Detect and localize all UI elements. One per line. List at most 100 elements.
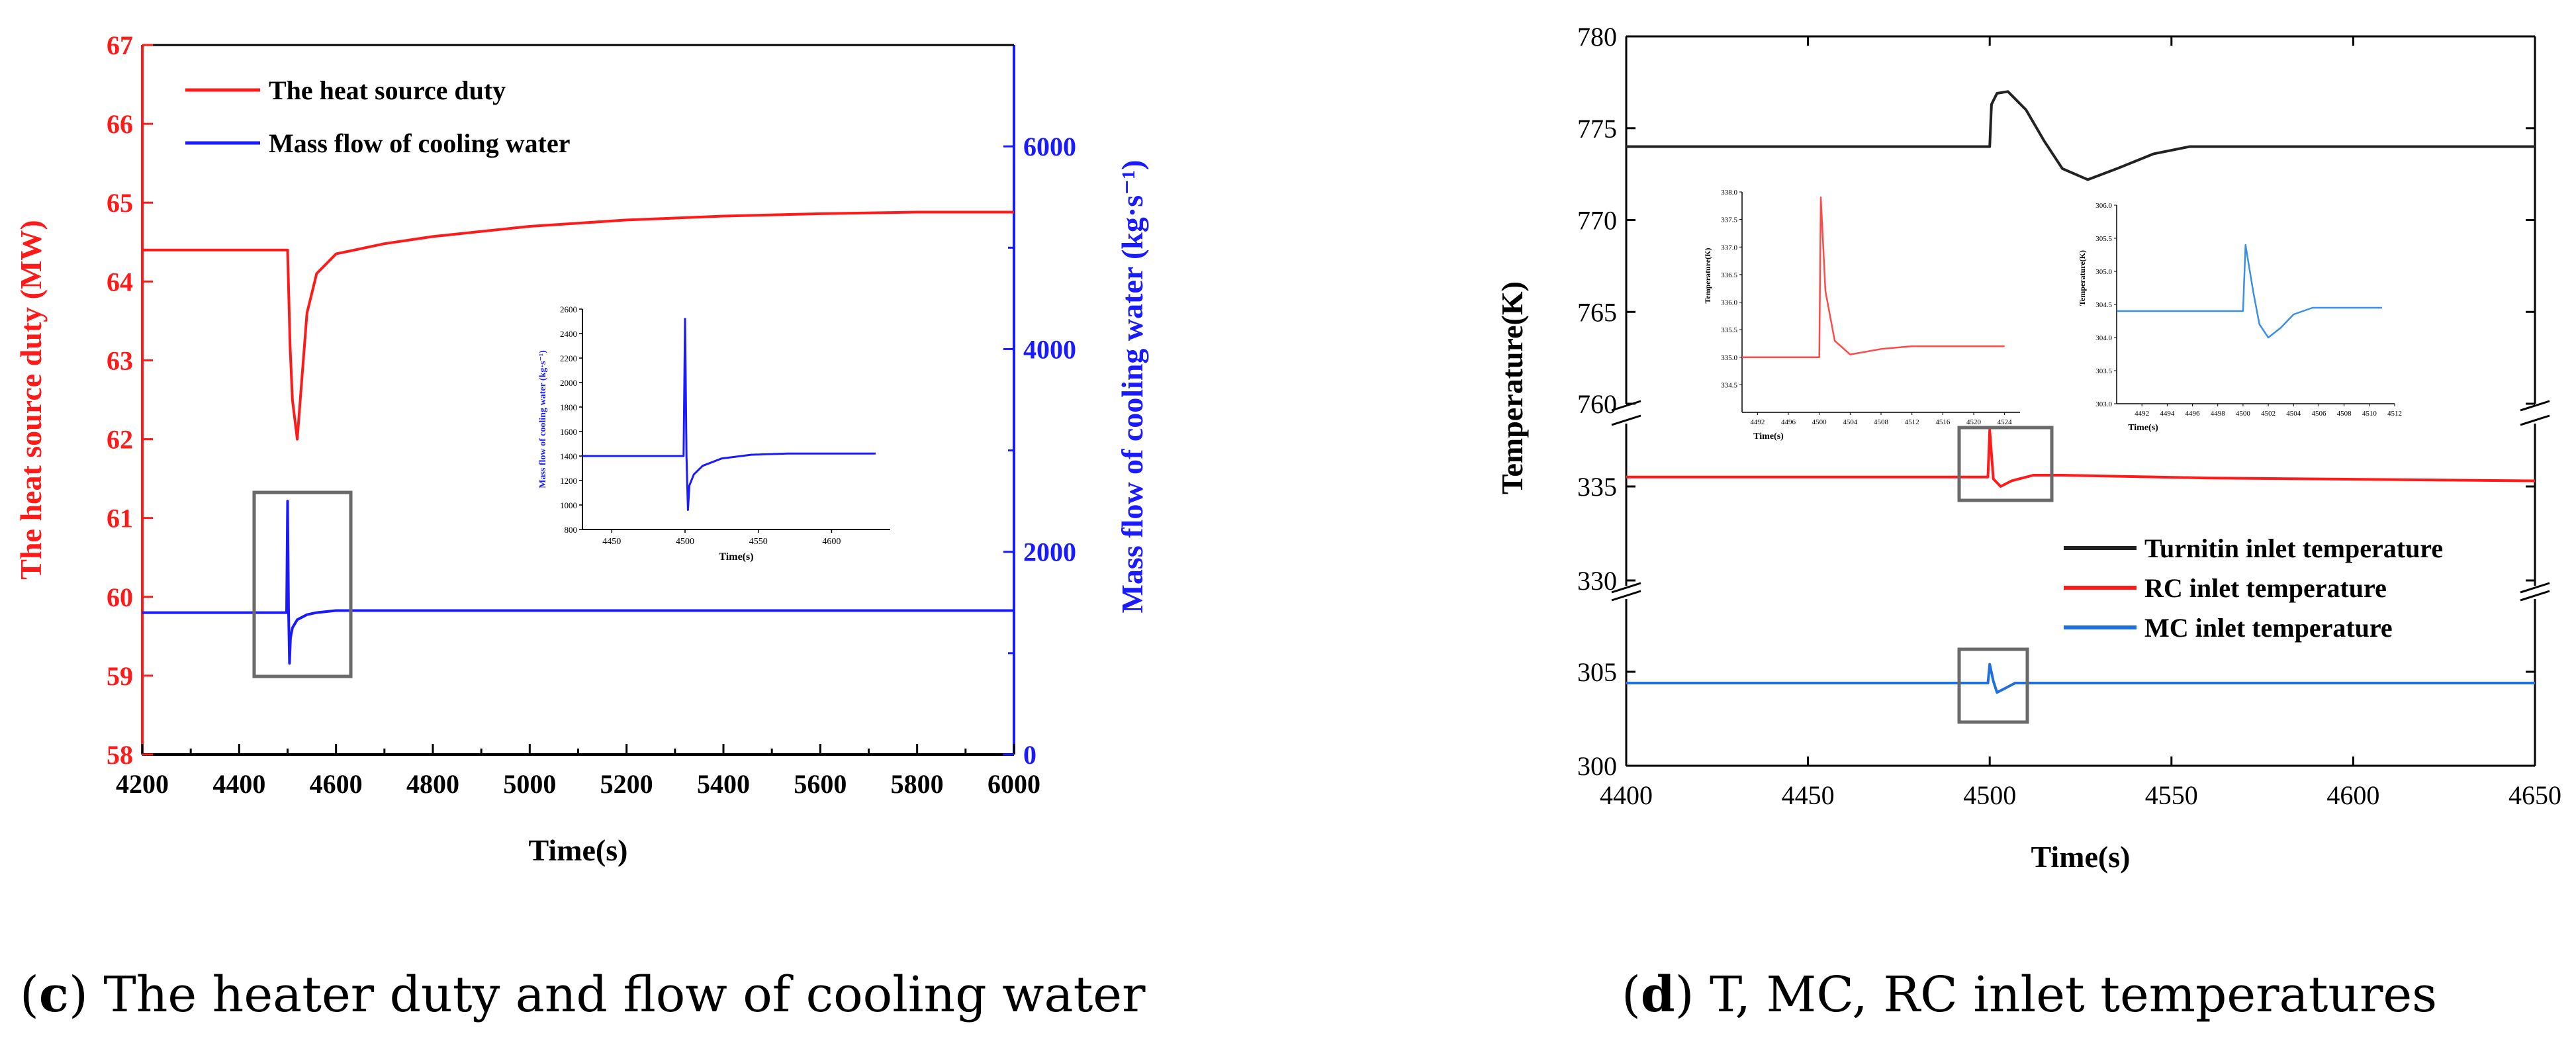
c-y-right-label: Mass flow of cooling water (kg·s⁻¹)	[1115, 160, 1149, 614]
d-inset-x-label: Time(s)	[2128, 423, 2158, 433]
c-yl-tick-label: 58	[107, 740, 133, 770]
d-inset-y-tick-label: 335.0	[1721, 354, 1737, 362]
d-legend-label-2: MC inlet temperature	[2144, 613, 2393, 643]
d-highlight-box-rc	[1957, 426, 2054, 502]
c-inset-y-tick-label: 2000	[560, 378, 577, 388]
c-inset-y-tick-label: 2400	[560, 329, 577, 339]
c-inset-y-tick-label: 800	[565, 525, 578, 535]
d-inset-x-tick-label: 4496	[1781, 418, 1796, 426]
d-axis-break-0	[2520, 400, 2550, 412]
d-inset-x-tick-label: 4496	[2185, 410, 2201, 418]
d-y-tick-label: 335	[1577, 472, 1617, 502]
c-yl-tick-label: 66	[107, 109, 133, 139]
c-yl-tick-label: 63	[107, 345, 133, 375]
d-series-mc	[1626, 663, 2535, 694]
c-inset-y-tick-label: 1800	[560, 402, 577, 412]
d-x-tick-label: 4650	[2508, 780, 2561, 810]
c-x-tick-label: 5200	[600, 769, 653, 799]
c-yr-tick-label: 6000	[1023, 132, 1076, 161]
d-series-rc	[1626, 428, 2536, 488]
c-yl-tick-label: 61	[107, 504, 133, 533]
c-inset-x-label: Time(s)	[719, 551, 753, 563]
c-inset-y-tick-label: 2200	[560, 353, 577, 363]
d-inset-y-tick-label: 304.0	[2095, 334, 2112, 342]
d-y-tick-label: 770	[1577, 206, 1617, 236]
d-y-tick-label: 300	[1577, 751, 1617, 781]
d-inset-x-tick-label: 4512	[2387, 410, 2402, 418]
c-legend-label-1: The heat source duty	[269, 75, 506, 105]
d-inset-y-tick-label: 305.0	[2095, 268, 2112, 276]
d-inset-x-tick-label: 4508	[2337, 410, 2352, 418]
c-x-tick-label: 4200	[116, 769, 169, 799]
c-series-cooling-flow	[142, 500, 1014, 665]
c-inset-bg	[582, 309, 890, 529]
caption-d: (d) T, MC, RC inlet temperatures	[1622, 966, 2438, 1023]
d-x-tick-label: 4550	[2145, 780, 2198, 810]
d-inset-y-label: Temperature(K)	[2078, 250, 2087, 306]
c-yl-tick-label: 67	[107, 30, 133, 60]
chart-c: 4200 4400 4600 4800 5000 5200 5400 5600 5800 6000…	[14, 30, 1149, 867]
c-x-axis-label: Time(s)	[529, 833, 628, 867]
c-series-heat-duty	[142, 210, 1014, 441]
c-yr-tick-label: 2000	[1023, 537, 1076, 567]
d-inset-bg	[1742, 192, 2020, 412]
d-inset-y-tick-label: 336.5	[1721, 271, 1737, 279]
c-legend-label-2: Mass flow of cooling water	[269, 128, 570, 158]
c-inset-x-tick-label: 4450	[602, 537, 621, 547]
d-inset-x-tick-label: 4524	[1998, 418, 2013, 426]
c-x-tick-label: 4600	[310, 769, 363, 799]
d-inset-mc: 303.0 303.5 304.0 304.5 305.0 305.5 306.0 4492 4…	[2078, 202, 2402, 433]
d-highlight-box-mc	[1957, 647, 2029, 724]
d-series-turnitin	[1626, 90, 2535, 181]
c-yl-tick-label: 62	[107, 425, 133, 455]
c-yr-tick-label: 0	[1023, 740, 1036, 770]
d-inset-y-tick-label: 334.5	[1721, 381, 1737, 389]
d-inset-x-tick-label: 4516	[1935, 418, 1951, 426]
d-y-tick-label: 780	[1577, 22, 1617, 52]
d-x-tick-label: 4500	[1963, 780, 2016, 810]
d-inset-series	[2117, 244, 2382, 339]
c-x-tick-label: 5600	[794, 769, 847, 799]
d-inset-x-tick-label: 4506	[2311, 410, 2326, 418]
caption-c: (c) The heater duty and flow of cooling …	[20, 966, 1146, 1023]
c-inset-y-tick-label: 1000	[560, 500, 577, 510]
d-inset-rc: 334.5 335.0 335.5 336.0 336.5 337.0 337.5 338.0…	[1703, 189, 2020, 441]
d-y-tick-label: 305	[1577, 657, 1617, 687]
d-x-tick-label: 4450	[1782, 780, 1835, 810]
d-inset-x-tick-label: 4520	[1966, 418, 1982, 426]
c-inset-x-tick-label: 4550	[749, 537, 768, 547]
d-y-tick-label: 775	[1577, 114, 1617, 144]
c-y-left-label: The heat source duty (MW)	[14, 220, 48, 579]
c-x-tick-label: 6000	[988, 769, 1040, 799]
d-inset-x-tick-label: 4504	[2286, 410, 2301, 418]
d-legend-label-0: Turnitin inlet temperature	[2144, 533, 2443, 563]
d-inset-x-tick-label: 4494	[2160, 410, 2175, 418]
d-inset-y-tick-label: 337.0	[1721, 244, 1737, 252]
c-inset-y-tick-label: 1200	[560, 476, 577, 486]
c-yl-tick-label: 60	[107, 582, 133, 612]
d-axis-break-1	[1611, 582, 1641, 594]
d-inset-x-tick-label: 4500	[2236, 410, 2251, 418]
d-axis-break-1	[1611, 590, 1641, 602]
c-inset-x-tick-label: 4600	[822, 537, 841, 547]
c-inset-y-tick-label: 2600	[560, 304, 577, 314]
d-axis-break-1	[2520, 590, 2550, 602]
d-inset-y-label: Temperature(K)	[1703, 248, 1712, 304]
c-x-tick-label: 5000	[503, 769, 556, 799]
d-y-tick-label: 765	[1577, 297, 1617, 327]
d-inset-x-tick-label: 4512	[1905, 418, 1919, 426]
d-inset-x-tick-label: 4492	[1750, 418, 1765, 426]
d-y-tick-label: 760	[1577, 389, 1617, 419]
d-inset-x-tick-label: 4498	[2211, 410, 2226, 418]
d-inset-x-tick-label: 4504	[1843, 418, 1858, 426]
c-inset: 800 1000 1200 1400 1600 1800 2000 2200 2400 2600 4…	[538, 304, 890, 563]
c-yr-tick-label: 4000	[1023, 334, 1076, 364]
d-axis-break-1	[2520, 582, 2550, 594]
c-yl-tick-label: 65	[107, 188, 133, 218]
c-x-tick-label: 5800	[891, 769, 944, 799]
d-inset-series	[1742, 197, 2005, 359]
c-x-tick-label: 5400	[697, 769, 750, 799]
d-inset-y-tick-label: 304.5	[2095, 301, 2112, 309]
d-inset-y-tick-label: 303.5	[2095, 367, 2112, 375]
